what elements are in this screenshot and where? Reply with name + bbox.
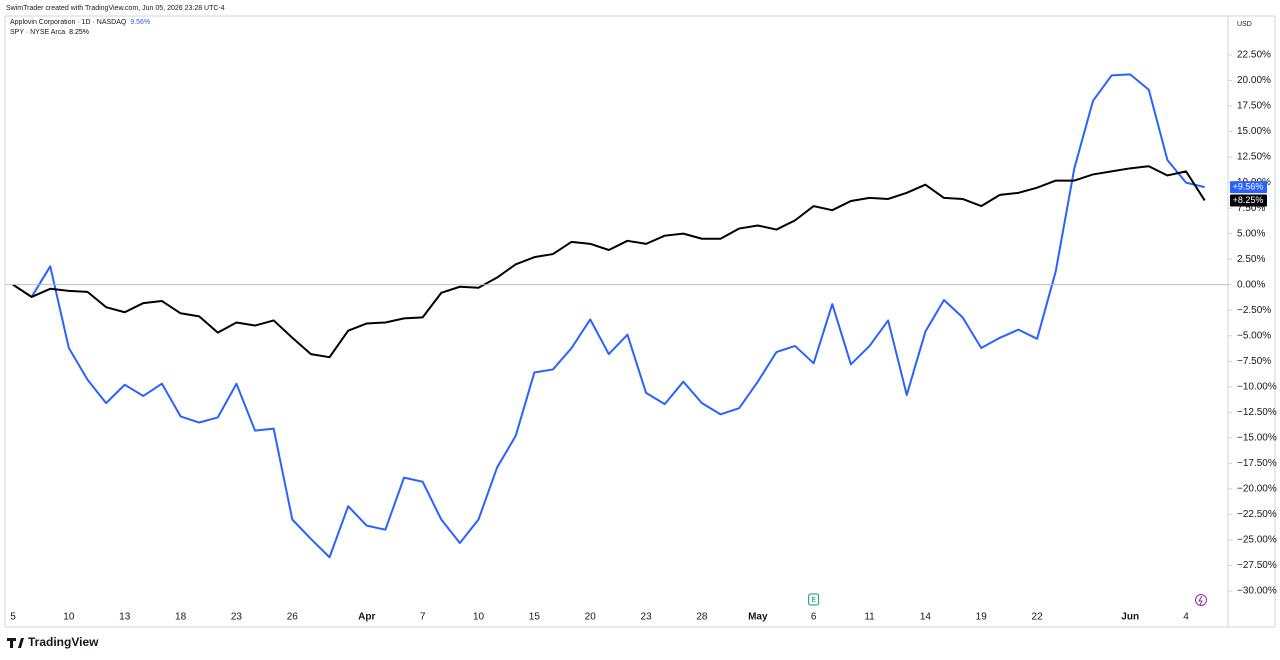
y-tick-label: −27.50% [1237, 560, 1277, 571]
y-tick-label: −25.00% [1237, 535, 1277, 546]
legend-name: SPY · NYSE Arca [10, 29, 65, 36]
y-tick-label: −20.00% [1237, 484, 1277, 495]
y-tick-label: 17.50% [1237, 101, 1271, 112]
legend-name: Applovin Corporation · 1D · NASDAQ [10, 19, 127, 26]
series-line [12, 165, 1206, 359]
brand-name: TradingView [28, 635, 99, 649]
y-tick-label: −10.00% [1237, 381, 1277, 392]
x-tick-label: 4 [1183, 612, 1189, 623]
x-tick-label: May [748, 612, 768, 623]
y-tick-label: 0.00% [1237, 279, 1265, 290]
x-tick-label: 10 [63, 612, 75, 623]
legend-value: 9.56% [130, 19, 150, 26]
x-tick-label: 15 [529, 612, 541, 623]
x-tick-label: Jun [1121, 612, 1139, 623]
x-tick-label: 7 [420, 612, 426, 623]
last-value-label: +8.25% [1233, 195, 1264, 205]
y-tick-label: 12.50% [1237, 152, 1271, 163]
x-tick-label: 6 [811, 612, 817, 623]
y-tick-label: 15.00% [1237, 126, 1271, 137]
y-tick-label: −22.50% [1237, 509, 1277, 520]
y-tick-label: 20.00% [1237, 75, 1271, 86]
earnings-marker: E [811, 597, 816, 604]
x-tick-label: 23 [641, 612, 653, 623]
x-tick-label: 11 [864, 612, 875, 623]
y-tick-label: −2.50% [1237, 305, 1271, 316]
x-tick-label: 23 [231, 612, 243, 623]
y-tick-label: −30.00% [1237, 586, 1277, 597]
x-tick-label: 28 [696, 612, 708, 623]
y-tick-label: 5.00% [1237, 228, 1265, 239]
x-tick-label: 18 [175, 612, 187, 623]
x-tick-label: 13 [119, 612, 131, 623]
y-tick-label: −5.00% [1237, 330, 1271, 341]
last-value-tag [1230, 194, 1267, 207]
y-tick-label: 7.50% [1237, 203, 1265, 214]
x-tick-label: 22 [1032, 612, 1044, 623]
y-tick-label: −17.50% [1237, 458, 1277, 469]
y-tick-label: −12.50% [1237, 407, 1277, 418]
brand-logo: TradingView [7, 635, 99, 649]
x-tick-label: 10 [473, 612, 485, 623]
chart-title: SwimTrader created with TradingView.com,… [6, 5, 225, 12]
y-tick-label: 22.50% [1237, 50, 1271, 61]
x-tick-label: 14 [920, 612, 932, 623]
x-tick-label: 5 [10, 612, 16, 623]
y-tick-label: 2.50% [1237, 254, 1265, 265]
x-tick-label: 26 [287, 612, 299, 623]
earnings-marker-box [808, 593, 820, 606]
y-tick-label: −15.00% [1237, 432, 1277, 443]
legend-value: 8.25% [69, 29, 89, 36]
x-tick-label: Apr [358, 612, 375, 623]
last-value-tag [1230, 181, 1267, 194]
y-tick-label: −7.50% [1237, 356, 1271, 367]
plot-area [12, 73, 1206, 559]
lightning-icon [1195, 594, 1207, 606]
x-tick-label: 20 [585, 612, 597, 623]
x-tick-label: 19 [976, 612, 988, 623]
currency-label: USD [1237, 21, 1252, 28]
last-value-label: +9.56% [1233, 181, 1264, 191]
series-line [12, 73, 1205, 559]
